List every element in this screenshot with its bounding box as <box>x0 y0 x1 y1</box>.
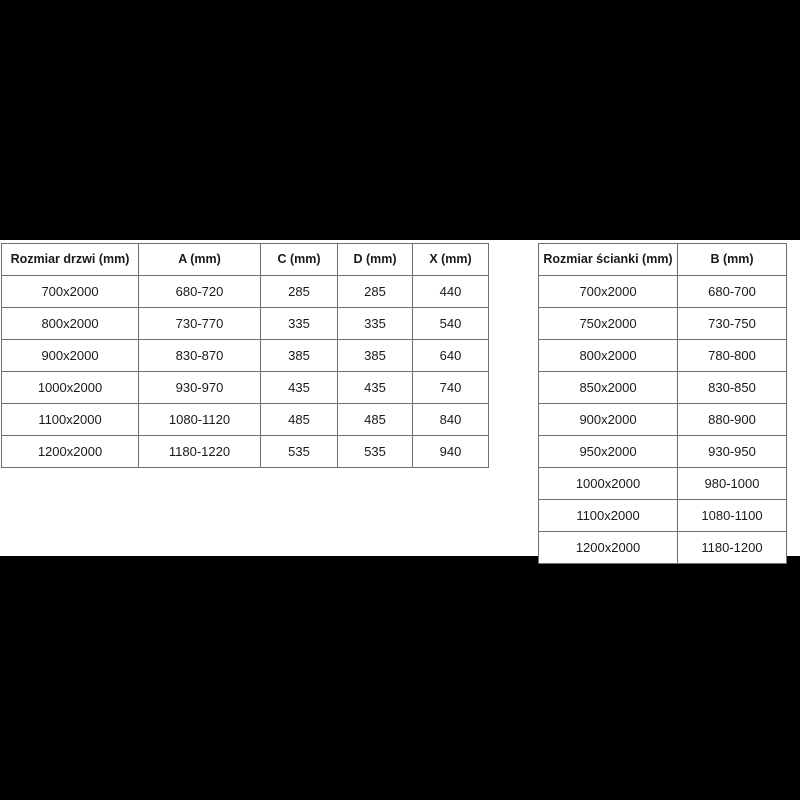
cell-wall-size: 800x2000 <box>538 339 678 372</box>
table-header-row: Rozmiar ścianki (mm) B (mm) <box>538 243 787 276</box>
cell-a: 730-770 <box>138 307 261 340</box>
cell-x: 940 <box>412 435 489 468</box>
column-header-wall-size: Rozmiar ścianki (mm) <box>538 243 678 276</box>
cell-d: 385 <box>337 339 413 372</box>
cell-a: 830-870 <box>138 339 261 372</box>
cell-d: 485 <box>337 403 413 436</box>
cell-wall-size: 1000x2000 <box>538 467 678 500</box>
cell-wall-size: 1200x2000 <box>538 531 678 564</box>
table-row: 700x2000 680-720 285 285 440 <box>1 275 489 308</box>
cell-d: 535 <box>337 435 413 468</box>
door-size-table: Rozmiar drzwi (mm) A (mm) C (mm) D (mm) … <box>1 243 489 468</box>
column-header-x: X (mm) <box>412 243 489 276</box>
cell-wall-size: 900x2000 <box>538 403 678 436</box>
table-row: 1100x2000 1080-1120 485 485 840 <box>1 403 489 436</box>
cell-d: 435 <box>337 371 413 404</box>
cell-wall-size: 1100x2000 <box>538 499 678 532</box>
cell-a: 930-970 <box>138 371 261 404</box>
table-row: 1200x2000 1180-1200 <box>538 531 787 564</box>
table-row: 1200x2000 1180-1220 535 535 940 <box>1 435 489 468</box>
cell-b: 980-1000 <box>677 467 787 500</box>
table-row: 900x2000 830-870 385 385 640 <box>1 339 489 372</box>
table-row: 1000x2000 930-970 435 435 740 <box>1 371 489 404</box>
door-table-body: 700x2000 680-720 285 285 440 800x2000 73… <box>1 275 489 468</box>
cell-wall-size: 700x2000 <box>538 275 678 308</box>
cell-b: 930-950 <box>677 435 787 468</box>
column-header-door-size: Rozmiar drzwi (mm) <box>1 243 139 276</box>
table-row: 700x2000 680-700 <box>538 275 787 308</box>
cell-b: 1180-1200 <box>677 531 787 564</box>
cell-door-size: 1000x2000 <box>1 371 139 404</box>
cell-a: 680-720 <box>138 275 261 308</box>
cell-x: 840 <box>412 403 489 436</box>
cell-b: 830-850 <box>677 371 787 404</box>
cell-c: 535 <box>260 435 338 468</box>
cell-b: 680-700 <box>677 275 787 308</box>
column-header-c: C (mm) <box>260 243 338 276</box>
cell-b: 730-750 <box>677 307 787 340</box>
cell-c: 335 <box>260 307 338 340</box>
table-row: 800x2000 730-770 335 335 540 <box>1 307 489 340</box>
cell-x: 740 <box>412 371 489 404</box>
table-row: 1000x2000 980-1000 <box>538 467 787 500</box>
column-header-a: A (mm) <box>138 243 261 276</box>
cell-a: 1180-1220 <box>138 435 261 468</box>
table-header-row: Rozmiar drzwi (mm) A (mm) C (mm) D (mm) … <box>1 243 489 276</box>
cell-c: 285 <box>260 275 338 308</box>
cell-x: 640 <box>412 339 489 372</box>
table-row: 950x2000 930-950 <box>538 435 787 468</box>
column-header-b: B (mm) <box>677 243 787 276</box>
cell-x: 440 <box>412 275 489 308</box>
cell-d: 285 <box>337 275 413 308</box>
wall-panel-size-table: Rozmiar ścianki (mm) B (mm) 700x2000 680… <box>538 243 787 564</box>
wall-table-body: 700x2000 680-700 750x2000 730-750 800x20… <box>538 275 787 564</box>
cell-b: 880-900 <box>677 403 787 436</box>
cell-wall-size: 950x2000 <box>538 435 678 468</box>
cell-door-size: 1200x2000 <box>1 435 139 468</box>
table-row: 750x2000 730-750 <box>538 307 787 340</box>
cell-door-size: 700x2000 <box>1 275 139 308</box>
cell-d: 335 <box>337 307 413 340</box>
cell-c: 435 <box>260 371 338 404</box>
cell-door-size: 1100x2000 <box>1 403 139 436</box>
cell-a: 1080-1120 <box>138 403 261 436</box>
cell-wall-size: 750x2000 <box>538 307 678 340</box>
cell-door-size: 800x2000 <box>1 307 139 340</box>
cell-door-size: 900x2000 <box>1 339 139 372</box>
cell-b: 780-800 <box>677 339 787 372</box>
cell-c: 485 <box>260 403 338 436</box>
cell-wall-size: 850x2000 <box>538 371 678 404</box>
cell-c: 385 <box>260 339 338 372</box>
table-row: 900x2000 880-900 <box>538 403 787 436</box>
column-header-d: D (mm) <box>337 243 413 276</box>
table-row: 850x2000 830-850 <box>538 371 787 404</box>
cell-x: 540 <box>412 307 489 340</box>
table-row: 1100x2000 1080-1100 <box>538 499 787 532</box>
table-row: 800x2000 780-800 <box>538 339 787 372</box>
cell-b: 1080-1100 <box>677 499 787 532</box>
